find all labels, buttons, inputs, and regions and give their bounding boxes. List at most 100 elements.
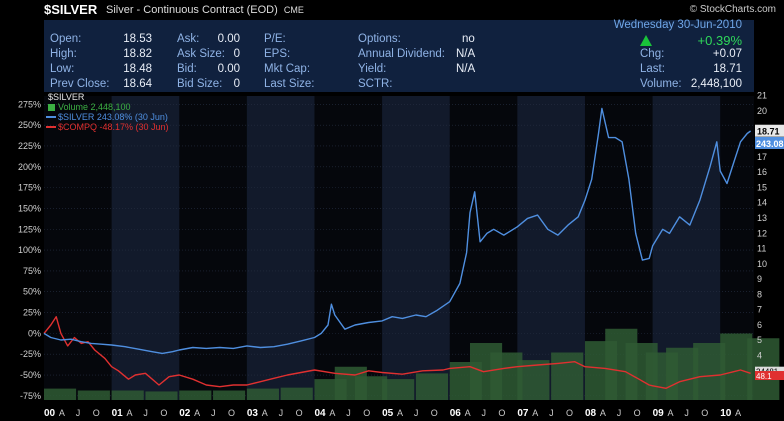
y-left-tick-label: 200% <box>18 162 41 172</box>
y-left-tick-label: 125% <box>18 224 41 234</box>
year-band <box>382 96 450 400</box>
bid-size-label: Bid Size: <box>177 78 223 90</box>
yield-value: N/A <box>456 63 476 75</box>
volume-bar <box>415 373 449 400</box>
y-right-tick-label: 12 <box>757 228 767 238</box>
series-lines <box>43 107 752 389</box>
x-tick-label: O <box>363 408 370 418</box>
x-tick-label: J <box>76 408 81 418</box>
y-left-tick-label: 50% <box>23 287 41 297</box>
x-tick-label: A <box>465 408 471 418</box>
y-left-tick-label: 0% <box>28 328 41 338</box>
legend-silver: $SILVER 243.08% (30 Jun) <box>58 112 168 122</box>
mkt-cap-label: Mkt Cap: <box>264 63 311 75</box>
x-tick-label: A <box>735 408 741 418</box>
x-tick-label: A <box>329 408 335 418</box>
volume-bar <box>77 390 110 400</box>
x-tick-label: A <box>667 408 673 418</box>
last-label: Last: <box>640 63 665 75</box>
ask-value: 0.00 <box>217 33 240 45</box>
symbol-title: $SILVER <box>44 2 98 17</box>
y-right-tick-label: 17 <box>757 152 767 162</box>
x-tick-label: O <box>498 408 505 418</box>
y-right-tick-label: 7 <box>757 305 762 315</box>
brand-watermark: © StockCharts.com <box>689 4 776 15</box>
volume-bar <box>490 352 523 400</box>
x-tick-label: J <box>482 408 487 418</box>
quote-date: Wednesday 30-Jun-2010 <box>613 19 742 31</box>
chg-label: Chg: <box>640 48 665 60</box>
x-tick-label: 10 <box>720 408 732 419</box>
y-right-tick-label: 8 <box>757 289 762 299</box>
eps-label: EPS: <box>264 48 291 60</box>
x-tick-label: 04 <box>314 408 326 419</box>
high-label: High: <box>50 48 77 60</box>
y-left-tick-label: -25% <box>20 349 41 359</box>
x-tick-label: 07 <box>517 408 529 419</box>
x-tick-label: 06 <box>450 408 462 419</box>
ask-label: Ask: <box>177 33 200 45</box>
volume-bar <box>213 390 246 400</box>
x-tick-label: 02 <box>179 408 191 419</box>
x-axis: 00 A J O 01 A J O 02 A J O 03 A J O 04 A J O 05 A J O 06 A J O 07 A J O… <box>0 402 784 421</box>
x-tick-label: J <box>617 408 622 418</box>
last-value: 18.71 <box>713 63 742 75</box>
y-right-tick-label: 15 <box>757 182 767 192</box>
volume-bar <box>666 347 699 400</box>
y-right-tick-label: 9 <box>757 274 762 284</box>
x-tick-label: 03 <box>247 408 259 419</box>
volume-bar <box>111 390 144 400</box>
prev-close-label: Prev Close: <box>50 78 110 90</box>
year-band <box>517 96 585 400</box>
high-value: 18.82 <box>123 48 152 60</box>
y-right-tick-label: 11 <box>757 244 766 254</box>
volume-bar <box>551 352 584 400</box>
y-right-tick-label: 10 <box>757 259 767 269</box>
x-tick-label: 09 <box>653 408 665 419</box>
compq-flag <box>755 371 784 381</box>
last-pct-flag <box>755 136 784 149</box>
y-left-tick-label: 75% <box>23 266 41 276</box>
volume-bar <box>44 388 77 400</box>
arrow-up-icon <box>640 35 652 46</box>
x-tick-label: O <box>296 408 303 418</box>
x-tick-label: A <box>262 408 268 418</box>
compq-flag-label: 48.1 <box>756 372 772 381</box>
y-right-tick-label: 20 <box>757 106 767 116</box>
chart-header: $SILVER Silver - Continuous Contract (EO… <box>0 0 784 20</box>
y-right-tick-label: 5 <box>757 335 762 345</box>
options-label: Options: <box>358 33 401 45</box>
y-right-tick-label: 13 <box>757 213 767 223</box>
volume-bar <box>246 388 279 400</box>
legend-compq: $COMPQ -48.17% (30 Jun) <box>58 122 169 132</box>
x-tick-label: 08 <box>585 408 597 419</box>
x-tick-label: A <box>600 408 606 418</box>
x-tick-label: O <box>566 408 573 418</box>
y-left-tick-label: -75% <box>20 391 41 401</box>
year-bands <box>44 96 754 400</box>
y-left-tick-label: 275% <box>18 99 41 109</box>
price-chart: 275%250%225%200%175%150%125%100%75%50%25… <box>0 92 784 421</box>
y-left-tick-label: 150% <box>18 203 41 213</box>
volume-label: Volume: <box>640 78 682 90</box>
year-band <box>246 96 315 400</box>
right-axis: 212018171615141312111098765418.71243.082… <box>755 92 784 381</box>
volume-bar <box>693 343 726 400</box>
x-tick-label: J <box>346 408 351 418</box>
y-left-tick-label: 225% <box>18 141 41 151</box>
pct-change: +0.39% <box>697 33 742 48</box>
x-tick-label: J <box>211 408 216 418</box>
x-tick-label: A <box>127 408 133 418</box>
y-left-tick-label: 100% <box>18 245 41 255</box>
legend-title: $SILVER <box>48 92 85 102</box>
low-label: Low: <box>50 63 75 75</box>
annual-dividend-value: N/A <box>456 48 476 60</box>
volume-bar <box>382 379 415 400</box>
bid-label: Bid: <box>177 63 197 75</box>
y-left-tick-label: -50% <box>20 370 41 380</box>
last-size-label: Last Size: <box>264 78 315 90</box>
x-tick-label: A <box>532 408 538 418</box>
bid-value: 0.00 <box>217 63 240 75</box>
y-right-tick-label: 14 <box>757 198 767 208</box>
x-tick-label: J <box>414 408 419 418</box>
